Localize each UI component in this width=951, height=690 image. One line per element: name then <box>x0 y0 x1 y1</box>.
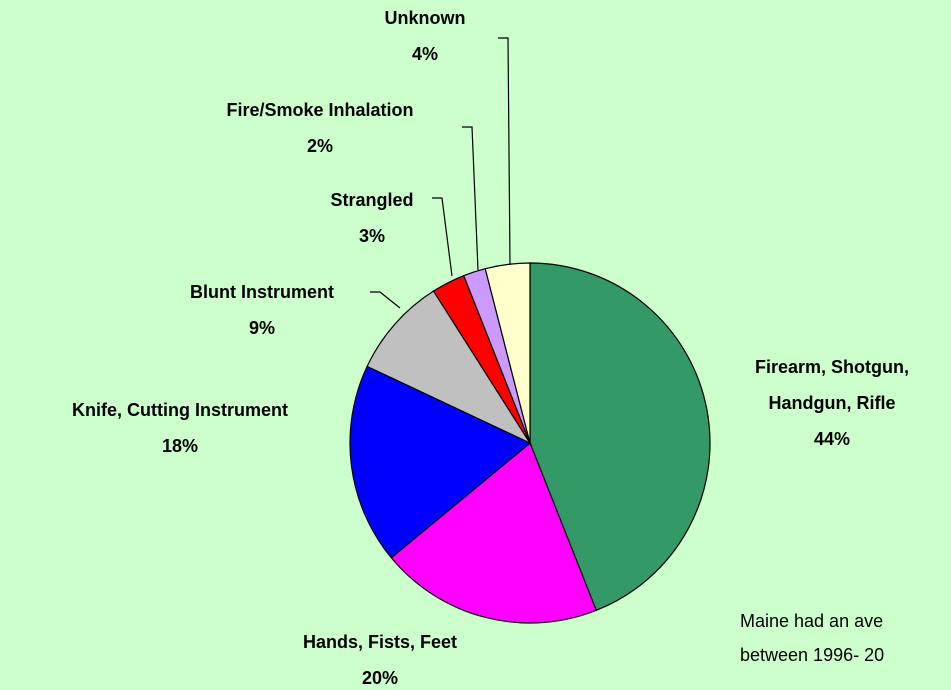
slice-label: Hands, Fists, Feet 20% <box>230 624 530 690</box>
annotation-line: between 1996- 20 <box>740 645 885 665</box>
pie-slice <box>484 262 531 444</box>
pie-slice <box>366 290 532 445</box>
slice-label: Strangled 3% <box>272 182 472 254</box>
slice-label: Fire/Smoke Inhalation 2% <box>160 92 480 164</box>
slice-label: Knife, Cutting Instrument 18% <box>10 392 350 464</box>
category-label: Blunt Instrument <box>190 282 334 302</box>
pie-slice <box>349 365 532 559</box>
value-label: 4% <box>411 44 438 64</box>
category-label: Firearm, Shotgun, Handgun, Rifle <box>754 357 909 413</box>
value-label: 44% <box>813 429 851 449</box>
value-label: 18% <box>161 436 199 456</box>
category-label: Hands, Fists, Feet <box>302 632 458 652</box>
leader-line <box>432 197 453 277</box>
pie-slice <box>390 442 598 624</box>
category-label: Unknown <box>384 8 466 28</box>
leader-line <box>370 291 401 309</box>
annotation: Maine had an ave between 1996- 20 <box>740 604 884 672</box>
category-label: Fire/Smoke Inhalation <box>226 100 414 120</box>
slice-label: Firearm, Shotgun, Handgun, Rifle 44% <box>712 349 951 457</box>
slice-label: Blunt Instrument 9% <box>132 274 392 346</box>
value-label: 20% <box>361 668 399 688</box>
category-label: Knife, Cutting Instrument <box>72 400 288 420</box>
value-label: 9% <box>248 318 275 338</box>
slice-label: Unknown 4% <box>325 0 525 72</box>
value-label: 3% <box>358 226 385 246</box>
leader-line <box>462 126 479 271</box>
pie-slice <box>529 262 711 612</box>
leader-line <box>498 37 511 266</box>
category-label: Strangled <box>330 190 414 210</box>
value-label: 2% <box>306 136 333 156</box>
annotation-line: Maine had an ave <box>740 611 884 631</box>
